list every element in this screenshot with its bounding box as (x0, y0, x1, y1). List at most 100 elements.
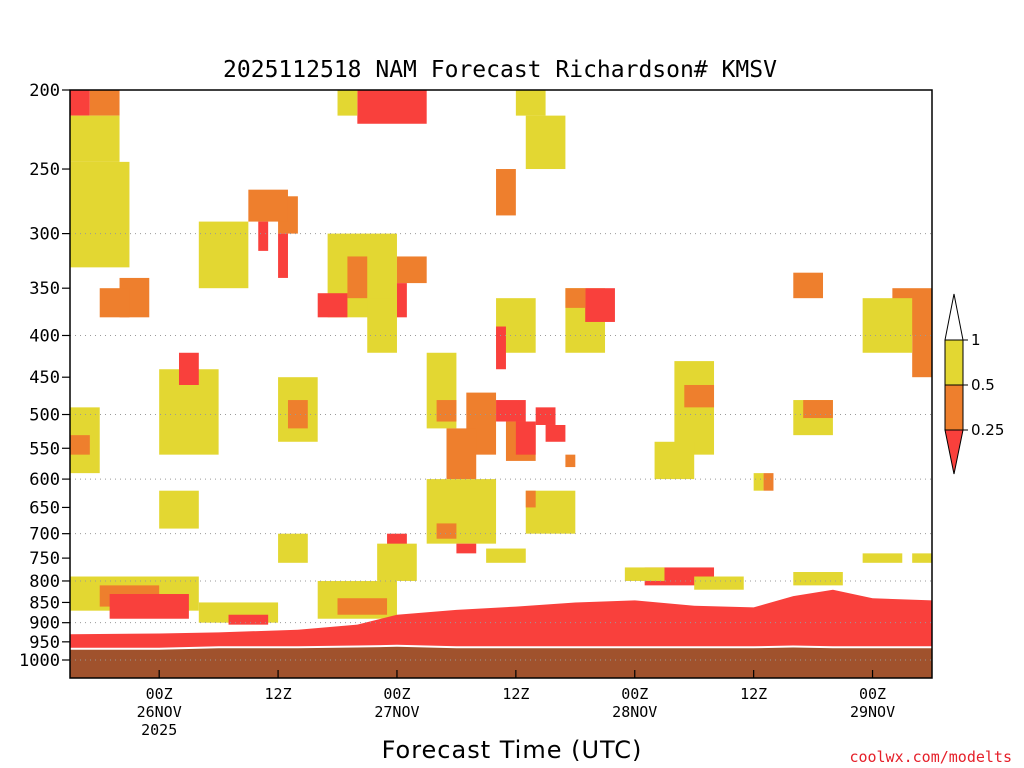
x-axis-label: Forecast Time (UTC) (382, 736, 643, 764)
heatmap-cell (248, 189, 288, 222)
legend-label: 1 (971, 331, 981, 349)
legend-top-triangle (944, 293, 964, 341)
x-tick-label: 00Z (383, 685, 410, 703)
ground-fill (70, 646, 932, 678)
heatmap-cell (89, 90, 120, 116)
heatmap-cell (159, 490, 199, 529)
low-ri-surface-layer (70, 589, 932, 648)
heatmap-cell (793, 572, 843, 586)
heatmap-cell (357, 90, 427, 124)
y-tick-label: 850 (29, 593, 60, 613)
heatmap-cell (317, 293, 348, 318)
heatmap-cell (525, 115, 566, 170)
heatmap-cell (496, 400, 526, 422)
heatmap-cell (396, 283, 407, 318)
surface-layer (70, 589, 932, 678)
heatmap-cell (446, 428, 477, 480)
y-tick-label: 300 (29, 225, 60, 245)
heatmap-cell (654, 441, 695, 480)
plot-frame (69, 89, 933, 679)
y-tick-label: 1000 (19, 651, 60, 671)
heatmap-cell (496, 326, 506, 370)
heatmap-cell (258, 221, 269, 251)
heatmap-cell (862, 298, 913, 353)
heatmap-cell (684, 384, 715, 408)
x-tick-label: 28NOV (612, 703, 657, 721)
heatmap-cell (70, 115, 120, 162)
heatmap-cell (278, 233, 288, 278)
legend-bottom-triangle (944, 429, 964, 475)
heatmap-cell (70, 90, 90, 116)
heatmap-cell (803, 400, 833, 419)
heatmap-cell (515, 90, 546, 116)
heatmap-cell (70, 161, 130, 268)
heatmap-cell (377, 543, 417, 581)
y-tick-label: 650 (29, 498, 60, 518)
y-tick-label: 750 (29, 549, 60, 569)
y-tick-label: 500 (29, 406, 60, 426)
colorbar-legend: 1 0.5 0.25 (944, 293, 1004, 475)
y-tick-label: 900 (29, 614, 60, 634)
heatmap-cell (228, 614, 269, 625)
credit-text: coolwx.com/modelts (849, 748, 1012, 766)
x-tick-label: 12Z (740, 685, 767, 703)
x-tick-label: 27NOV (374, 703, 419, 721)
legend-label: 0.25 (971, 421, 1004, 439)
heatmap-cell (565, 288, 586, 308)
y-tick-label: 400 (29, 326, 60, 346)
y-tick-label: 800 (29, 572, 60, 592)
heatmap-cell (278, 533, 308, 563)
heatmap-cell (585, 288, 615, 322)
heatmap-cell (347, 256, 368, 299)
heatmap-cell (436, 523, 457, 539)
x-tick-label: 00Z (859, 685, 886, 703)
legend-label: 0.5 (971, 376, 995, 394)
heatmap-cell (793, 272, 824, 299)
heatmap-cell (565, 454, 576, 468)
heatmap-cell (763, 473, 774, 491)
heatmap-cell (496, 169, 516, 216)
y-tick-label: 450 (29, 368, 60, 388)
heatmap-cell (99, 288, 130, 318)
heatmap-cell (337, 90, 358, 116)
legend-swatch-orange (944, 384, 964, 431)
heatmap-cell (456, 543, 477, 554)
heatmap-cell (674, 361, 715, 455)
y-axis-ticks: 200 250 300 350 400 450 500 550 600 650 700 750 8008… (19, 81, 70, 671)
heatmap-cell (515, 421, 536, 455)
heatmap-cell (287, 400, 308, 429)
heatmap-cell (694, 576, 744, 590)
chart-title: 2025112518 NAM Forecast Richardson# KMSV (223, 57, 777, 83)
y-tick-label: 600 (29, 470, 60, 490)
heatmap-cell (178, 352, 199, 385)
y-tick-label: 250 (29, 160, 60, 180)
heatmap-cell (545, 424, 566, 442)
x-tick-label: 29NOV (850, 703, 895, 721)
heatmap-cell (753, 473, 764, 491)
x-tick-label: 26NOV (137, 703, 182, 721)
heatmap-cell (367, 298, 397, 353)
heatmap-cell (535, 407, 556, 425)
heatmap-cell (396, 256, 427, 284)
heatmap-cell (862, 553, 903, 563)
heatmap-cell (337, 598, 388, 615)
y-tick-label: 950 (29, 633, 60, 653)
legend-swatch-yellow (944, 339, 964, 386)
heatmap-cell (109, 594, 189, 619)
heatmap-cells (70, 90, 932, 625)
x-tick-label: 12Z (265, 685, 292, 703)
y-tick-label: 200 (29, 81, 60, 101)
x-tick-label: 2025 (141, 721, 177, 739)
heatmap-cell (912, 335, 932, 378)
y-tick-label: 700 (29, 525, 60, 545)
heatmap-cell (525, 490, 536, 508)
y-tick-label: 550 (29, 439, 60, 459)
x-tick-label: 12Z (502, 685, 529, 703)
heatmap-cell (436, 400, 457, 422)
heatmap-cell (624, 567, 665, 581)
y-tick-label: 350 (29, 279, 60, 299)
heatmap-cell (70, 435, 90, 455)
heatmap-cell (198, 221, 249, 289)
